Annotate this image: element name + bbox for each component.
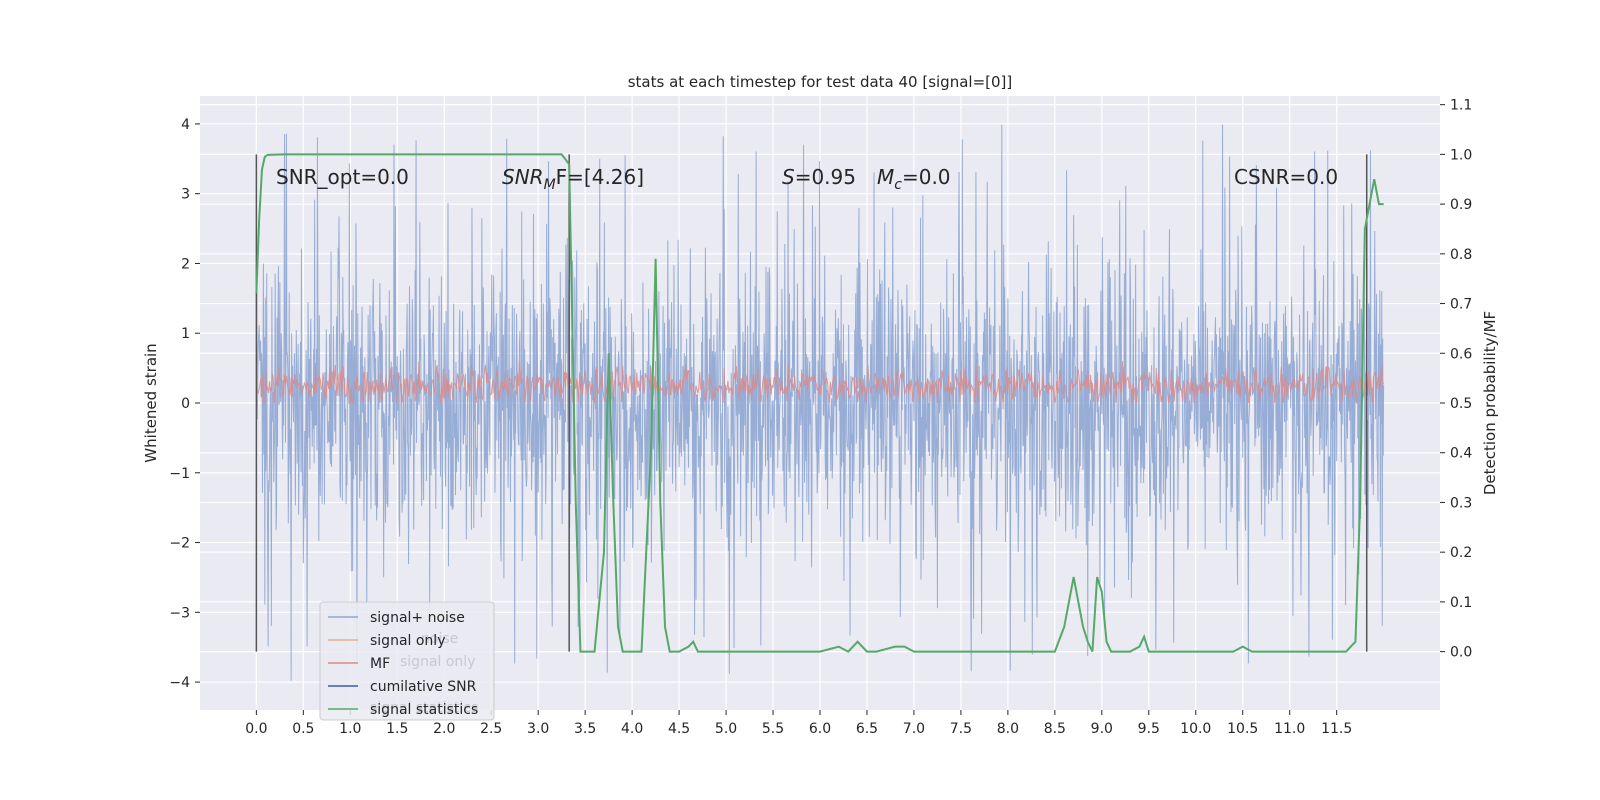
y-tick-label: 4: [181, 117, 190, 133]
legend: noise signal only signal statistics sign…: [319, 601, 495, 721]
x-tick-label: 4.5: [668, 721, 690, 737]
x-tick-label: 7.0: [903, 721, 925, 737]
x-tick-label: 11.0: [1274, 721, 1305, 737]
y-tick-label: −4: [169, 675, 190, 691]
y-tick-label: 0: [181, 396, 190, 412]
legend-box: [319, 601, 495, 721]
s-value: =0.95: [795, 165, 856, 189]
snr-mf-annotation: SNRMF=[4.26]: [502, 165, 644, 193]
x-tick-label: 7.5: [950, 721, 972, 737]
legend-ghost-text: signal statistics: [370, 700, 478, 716]
x-tick-label: 6.5: [856, 721, 878, 737]
mc-subscript: c: [894, 177, 902, 193]
x-tick-label: 10.5: [1227, 721, 1258, 737]
y2-tick-label: 1.0: [1450, 147, 1472, 163]
x-tick-label: 1.0: [339, 721, 361, 737]
csnr-annotation: CSNR=0.0: [1234, 165, 1338, 189]
y2-tick-label: 0.4: [1450, 446, 1472, 462]
y-axis-ticks: 4 3 2 1 0 −1 −2 −3 −4: [169, 117, 200, 691]
y2-tick-label: 0.9: [1450, 197, 1472, 213]
snr-mf-main: SNR: [502, 165, 544, 189]
x-tick-label: 3.0: [527, 721, 549, 737]
y2-tick-label: 0.2: [1450, 545, 1472, 561]
y2-tick-label: 0.5: [1450, 396, 1472, 412]
x-tick-label: 5.0: [715, 721, 737, 737]
signal-statistics-series: [255, 153, 1384, 653]
mc-value: =0.0: [902, 165, 951, 189]
legend-ghost-text: noise: [421, 631, 458, 647]
y2-axis-ticks: 1.1 1.0 0.9 0.8 0.7 0.6 0.5 0.4 0.3 0.2 0.1 0.0: [1440, 98, 1472, 661]
x-tick-label: 2.5: [480, 721, 502, 737]
legend-entries: signal+ noise signal only MF cumilative SNR…: [328, 610, 478, 718]
mf-series: [255, 361, 1385, 405]
y-tick-label: 2: [181, 256, 190, 272]
y-tick-label: 3: [181, 187, 190, 203]
chart-title: stats at each timestep for test data 40 …: [628, 73, 1013, 91]
y-tick-label: −1: [169, 466, 190, 482]
legend-label: signal statistics: [370, 702, 478, 718]
y2-tick-label: 0.7: [1450, 297, 1472, 313]
y2-tick-label: 0.8: [1450, 247, 1472, 263]
legend-label: cumilative SNR: [370, 679, 477, 695]
x-tick-label: 3.5: [574, 721, 596, 737]
y2-tick-label: 0.0: [1450, 645, 1472, 661]
x-tick-label: 1.5: [386, 721, 408, 737]
mc-main: M: [877, 165, 894, 189]
legend-label: MF: [370, 656, 390, 672]
legend-label: signal only: [370, 633, 445, 649]
x-tick-label: 0.5: [292, 721, 314, 737]
x-tick-label: 2.0: [433, 721, 455, 737]
annotations: SNR_opt=0.0 SNRMF=[4.26] S=0.95 Mc=0.0 C…: [276, 165, 1338, 193]
y2-tick-label: 1.1: [1450, 98, 1472, 114]
snr-mf-rest: F=[4.26]: [556, 165, 644, 189]
s-label: S: [782, 165, 795, 189]
snr-mf-subscript: M: [544, 177, 556, 193]
x-tick-label: 9.0: [1091, 721, 1113, 737]
mc-annotation: Mc=0.0: [877, 165, 951, 193]
mf-line: [255, 361, 1385, 405]
x-tick-label: 6.0: [809, 721, 831, 737]
y2-tick-label: 0.1: [1450, 595, 1472, 611]
y2-axis-label: Detection probability/MF: [1481, 311, 1499, 495]
signal-statistics-line: [255, 153, 1384, 653]
x-tick-label: 10.0: [1180, 721, 1211, 737]
x-tick-label: 9.5: [1138, 721, 1160, 737]
y2-tick-label: 0.6: [1450, 346, 1472, 362]
y-tick-label: −3: [169, 605, 190, 621]
legend-ghost-text: signal only: [400, 654, 475, 670]
x-tick-label: 4.0: [621, 721, 643, 737]
x-tick-label: 0.0: [245, 721, 267, 737]
x-tick-label: 11.5: [1321, 721, 1352, 737]
y-axis-label: Whitened strain: [142, 343, 160, 462]
x-tick-label: 8.5: [1044, 721, 1066, 737]
vertical-markers: [255, 154, 1368, 652]
x-tick-label: 8.0: [997, 721, 1019, 737]
x-tick-label: 5.5: [762, 721, 784, 737]
s-annotation: S=0.95: [782, 165, 856, 189]
x-axis-ticks: 0.0 0.5 1.0 1.5 2.0 2.5 3.0 3.5 4.0 4.5 5.0 5.5 6.0 6…: [245, 710, 1352, 737]
snr-opt-annotation: SNR_opt=0.0: [276, 165, 409, 189]
y2-tick-label: 0.3: [1450, 495, 1472, 511]
y-tick-label: −2: [169, 536, 190, 552]
y-tick-label: 1: [181, 326, 190, 342]
legend-label: signal+ noise: [370, 610, 465, 626]
